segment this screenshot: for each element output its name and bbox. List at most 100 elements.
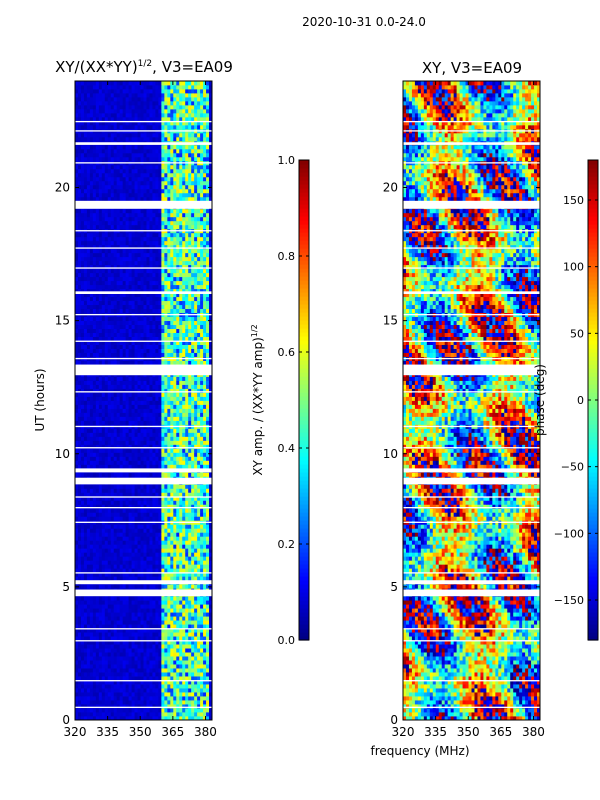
phase-xtick-label: 350 [457, 725, 480, 739]
phase-xtick-label: 335 [424, 725, 447, 739]
phase-title: XY, V3=EA09 [422, 59, 522, 77]
phase-colorbar-tick-label: 100 [563, 261, 584, 274]
amp-xtick-label: 320 [64, 725, 87, 739]
phase-colorbar: −150 −100 −50 0 50 100 150 phase (deg) [533, 159, 599, 641]
amp-blank-interval [75, 340, 212, 342]
amp-colorbar-frame [298, 159, 310, 641]
amp-panel: XY/(XX*YY)1/2, V3=EA09 320 335 350 365 380 0 5… [33, 58, 233, 739]
amp-colorbar-tick-label: 1.0 [278, 154, 296, 167]
amp-ylabel: UT (hours) [33, 368, 47, 431]
amp-colorbar-label-exponent: 1/2 [250, 324, 259, 337]
amp-blank-interval [75, 589, 212, 597]
amp-blank-interval [75, 291, 212, 294]
phase-panel: XY, V3=EA09 320 335 350 365 380 0 5 10 15 20 [383, 59, 545, 739]
phase-colorbar-tick-label: −50 [561, 461, 584, 474]
phase-blank-interval [403, 680, 540, 682]
phase-blank-interval [403, 313, 540, 316]
phase-blank-interval [403, 162, 540, 164]
phase-blank-interval [403, 130, 540, 132]
amp-colorbar-tick-label: 0.0 [278, 634, 296, 647]
amp-ytick-label: 15 [55, 314, 70, 328]
amp-blank-interval [75, 507, 212, 509]
amp-blank-interval [75, 364, 212, 376]
amp-blank-interval [75, 313, 212, 316]
amp-title: XY/(XX*YY)1/2, V3=EA09 [55, 58, 233, 76]
amp-colorbar-tick-label: 0.6 [278, 346, 296, 359]
phase-blank-interval [403, 572, 540, 574]
phase-blank-interval [403, 507, 540, 509]
amp-blank-interval [75, 247, 212, 249]
amp-ytick-label: 20 [55, 181, 70, 195]
amp-colorbar-gradient [299, 160, 309, 641]
amp-blank-interval [75, 572, 212, 574]
amp-blank-interval [75, 628, 212, 630]
amp-ytick-label: 10 [55, 447, 70, 461]
phase-blank-interval [403, 640, 540, 642]
amp-colorbar-tick-label: 0.4 [278, 442, 296, 455]
amp-blank-interval [75, 496, 212, 498]
phase-ytick-label: 15 [383, 314, 398, 328]
amp-colorbar-tick-label: 0.8 [278, 250, 296, 263]
phase-blank-interval [403, 357, 540, 360]
amp-axes-frame [74, 80, 213, 721]
amp-colorbar-ticks: 0.0 0.2 0.4 0.6 0.8 1.0 [278, 154, 309, 647]
amp-blank-interval [75, 706, 212, 709]
amp-blank-interval [75, 200, 212, 209]
phase-blank-interval [403, 391, 540, 393]
phase-ytick-label: 20 [383, 181, 398, 195]
amp-blank-interval [75, 357, 212, 360]
phase-blank-interval [403, 628, 540, 630]
phase-colorbar-label: phase (deg) [533, 364, 547, 436]
amp-ytick-label: 5 [62, 580, 70, 594]
amp-title-main: XY/(XX*YY) [55, 58, 138, 76]
amp-blank-interval [75, 447, 212, 449]
amp-blank-interval [75, 267, 212, 269]
amp-axis-ticks: 320 335 350 365 380 0 5 10 15 20 [55, 81, 217, 739]
amp-xtick-label: 350 [129, 725, 152, 739]
phase-blank-interval [403, 230, 540, 232]
amp-blank-interval [75, 142, 212, 145]
phase-ytick-label: 5 [390, 580, 398, 594]
amp-blank-interval [75, 425, 212, 428]
phase-blank-interval [403, 200, 540, 209]
phase-blank-interval [403, 706, 540, 709]
phase-ytick-label: 10 [383, 447, 398, 461]
phase-blank-interval [403, 267, 540, 269]
phase-colorbar-gradient [588, 160, 598, 641]
phase-blank-interval [403, 589, 540, 597]
phase-blank-interval [403, 291, 540, 294]
amp-colorbar-label-main: XY amp. / (XX*YY amp) [251, 337, 265, 475]
phase-blank-interval [403, 468, 540, 473]
amp-colorbar: 0.0 0.2 0.4 0.6 0.8 1.0 XY amp. / (XX*YY amp)… [250, 154, 310, 647]
amp-blank-interval [75, 130, 212, 132]
shared-xlabel: frequency (MHz) [370, 744, 469, 758]
phase-blank-interval [403, 120, 540, 123]
amp-blank-interval [75, 477, 212, 485]
phase-colorbar-tick-label: −100 [554, 527, 584, 540]
phase-ytick-label: 0 [390, 713, 398, 727]
phase-blank-interval [403, 477, 540, 485]
phase-blank-interval [403, 521, 540, 523]
amp-blank-interval [75, 391, 212, 393]
amp-colorbar-label: XY amp. / (XX*YY amp)1/2 [250, 324, 265, 475]
amp-blank-interval [75, 640, 212, 642]
phase-blank-interval [403, 447, 540, 449]
amp-title-suffix: , V3=EA09 [152, 58, 233, 76]
amp-xtick-label: 365 [161, 725, 184, 739]
phase-axis-ticks: 320 335 350 365 380 0 5 10 15 20 [383, 81, 545, 739]
phase-colorbar-tick-label: 50 [570, 327, 584, 340]
amp-colorbar-tick-label: 0.2 [278, 538, 296, 551]
phase-blank-interval [403, 340, 540, 342]
phase-blank-interval [403, 496, 540, 498]
amp-xtick-label: 335 [96, 725, 119, 739]
amp-heatmap [75, 81, 213, 721]
amp-blank-interval [75, 521, 212, 523]
amp-xtick-label: 380 [194, 725, 217, 739]
amp-blank-interval [75, 468, 212, 473]
phase-colorbar-tick-label: −150 [554, 594, 584, 607]
phase-xtick-label: 380 [522, 725, 545, 739]
phase-xtick-label: 365 [489, 725, 512, 739]
phase-blank-interval [403, 580, 540, 585]
amp-blank-interval [75, 120, 212, 123]
